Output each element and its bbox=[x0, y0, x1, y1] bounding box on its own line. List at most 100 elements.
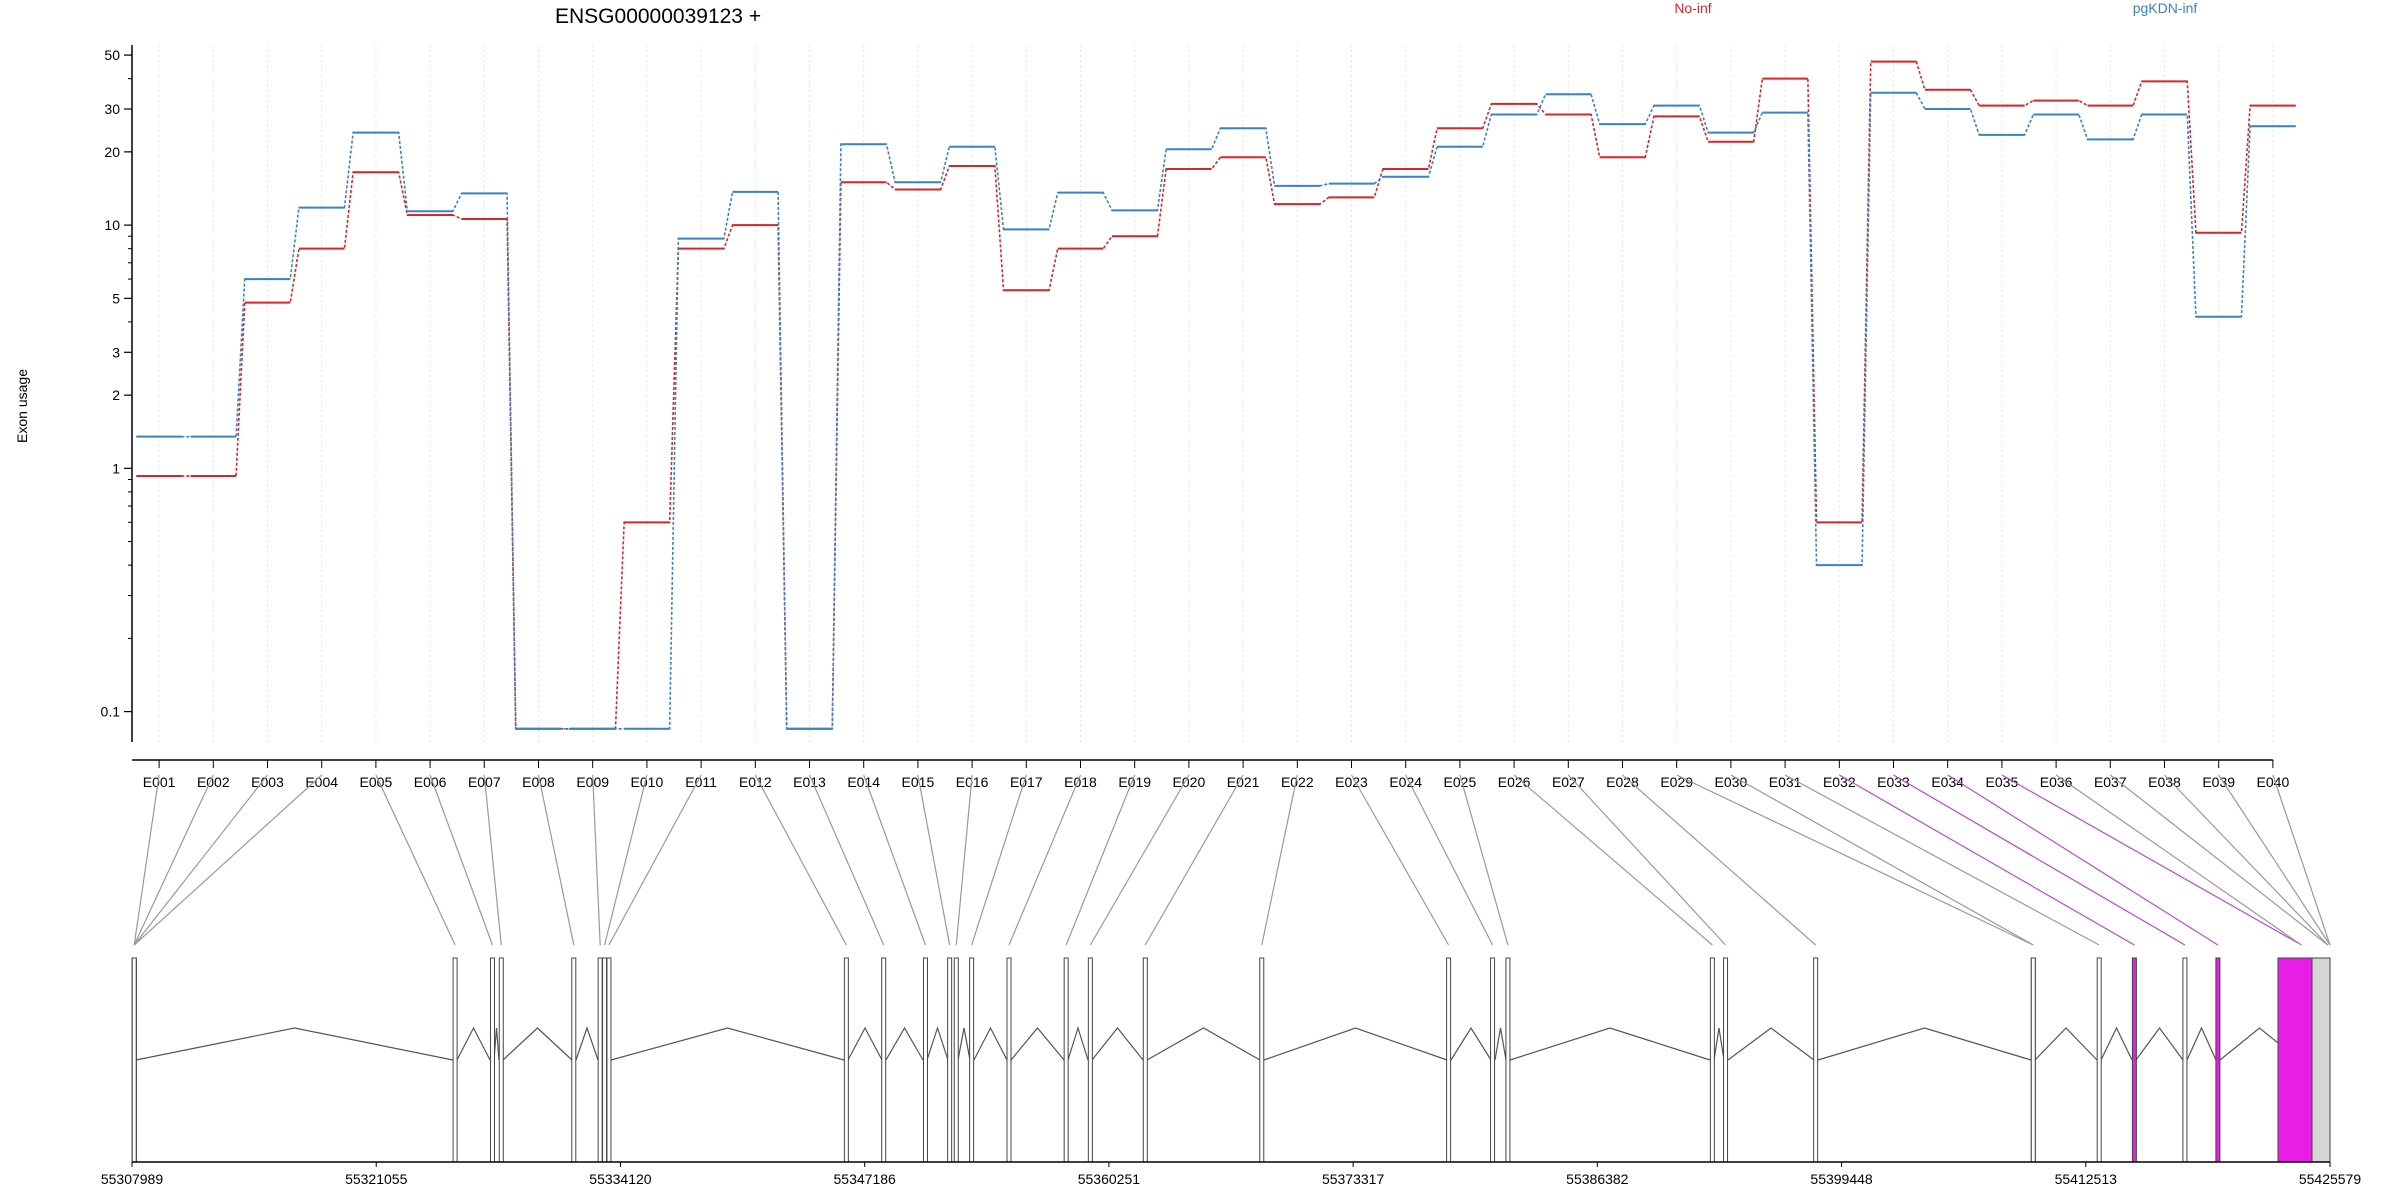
intron-line bbox=[575, 1026, 599, 1061]
x-tick-label: E023 bbox=[1335, 774, 1368, 790]
exon-connector bbox=[1459, 774, 1509, 946]
x-tick-label: E031 bbox=[1769, 774, 1802, 790]
exon-box bbox=[953, 957, 959, 1163]
exon-connector bbox=[955, 774, 973, 946]
coord-tick-label: 55386382 bbox=[1566, 1171, 1629, 1187]
exon-box bbox=[922, 957, 928, 1163]
exon-box bbox=[969, 957, 975, 1163]
intron-line bbox=[847, 1026, 883, 1061]
x-tick-label: E029 bbox=[1660, 774, 1693, 790]
exon-connector bbox=[483, 774, 502, 946]
exon-connector bbox=[537, 774, 575, 946]
exon-connector bbox=[1730, 774, 2034, 946]
intron-line bbox=[1713, 1027, 1725, 1061]
exon-box bbox=[606, 957, 612, 1163]
x-tick-label: E030 bbox=[1715, 774, 1748, 790]
intron-line bbox=[2100, 1026, 2133, 1061]
exon-box bbox=[1063, 957, 1069, 1163]
intron-line bbox=[957, 1027, 971, 1061]
series-line bbox=[136, 91, 2296, 730]
exon-box bbox=[1142, 957, 1148, 1163]
x-tick-label: E012 bbox=[739, 774, 772, 790]
exon-connector bbox=[1947, 774, 2219, 946]
y-tick-label: 3 bbox=[112, 344, 120, 360]
x-tick-label: E019 bbox=[1118, 774, 1151, 790]
exon-connector bbox=[2164, 774, 2329, 946]
intron-line bbox=[610, 1027, 845, 1061]
x-tick-label: E040 bbox=[2257, 774, 2290, 790]
exon-box bbox=[1259, 957, 1265, 1163]
coord-tick-label: 55373317 bbox=[1322, 1171, 1385, 1187]
exon-connector bbox=[754, 774, 847, 946]
exon-connector bbox=[1405, 774, 1494, 946]
exon-connector bbox=[2055, 774, 2302, 946]
coord-tick-label: 55412513 bbox=[2055, 1171, 2118, 1187]
y-tick-label: 50 bbox=[104, 47, 120, 63]
exon-connector bbox=[1622, 774, 1817, 946]
chart-title: ENSG00000039123 + bbox=[555, 5, 761, 28]
exon-connector bbox=[808, 774, 885, 946]
exon-box bbox=[571, 957, 577, 1163]
exon-box bbox=[1813, 957, 1819, 1163]
genomic-coordinate-axis: 55307989 55321055 55334120 55347186 55360251… bbox=[101, 1161, 2362, 1187]
exon-connector bbox=[1350, 774, 1450, 946]
x-tick-label: E022 bbox=[1281, 774, 1314, 790]
exon-box bbox=[2311, 957, 2331, 1163]
series-pgkdn-inf bbox=[136, 91, 2296, 730]
exon-box bbox=[131, 957, 137, 1163]
y-axis: 0.1 1 2 3 5 10 20 30 50 bbox=[101, 45, 133, 742]
exon-connector bbox=[133, 774, 268, 946]
x-tick-label: E027 bbox=[1552, 774, 1585, 790]
exon-connector bbox=[375, 774, 456, 946]
x-axis: E001 E002 E003 E004 E005 E006 E007 E008 E009 E010… bbox=[132, 759, 2290, 790]
exon-box bbox=[2215, 957, 2221, 1163]
exon-connector bbox=[1784, 774, 2100, 946]
exon-box bbox=[1006, 957, 1012, 1163]
exon-connector bbox=[1089, 774, 1190, 946]
coord-tick-label: 55425579 bbox=[2299, 1171, 2362, 1187]
x-tick-label: E025 bbox=[1444, 774, 1477, 790]
exon-box bbox=[2131, 957, 2137, 1163]
x-tick-label: E001 bbox=[143, 774, 176, 790]
exon-box bbox=[452, 957, 458, 1163]
exon-connector bbox=[863, 774, 927, 946]
intron-line bbox=[1091, 1027, 1144, 1061]
exon-connector bbox=[1567, 774, 1726, 946]
exon-connector bbox=[1144, 774, 1244, 946]
intron-line bbox=[1494, 1027, 1507, 1061]
x-tick-label: E028 bbox=[1606, 774, 1639, 790]
intron-line bbox=[135, 1027, 454, 1061]
x-tick-label: E034 bbox=[1931, 774, 1964, 790]
exon-box bbox=[2277, 957, 2313, 1163]
exon-connector-lines bbox=[133, 774, 2331, 946]
x-tick-label: E010 bbox=[631, 774, 664, 790]
exon-connector bbox=[2272, 774, 2331, 946]
exon-box bbox=[1709, 957, 1715, 1163]
x-tick-label: E026 bbox=[1498, 774, 1531, 790]
exon-box bbox=[489, 957, 495, 1163]
x-tick-label: E005 bbox=[360, 774, 393, 790]
x-tick-label: E033 bbox=[1877, 774, 1910, 790]
y-tick-label: 30 bbox=[104, 101, 120, 117]
exon-box bbox=[2030, 957, 2036, 1163]
exon-box bbox=[1087, 957, 1093, 1163]
exon-connector bbox=[2109, 774, 2329, 946]
intron-line bbox=[502, 1027, 573, 1061]
y-tick-label: 0.1 bbox=[101, 704, 121, 720]
exon-connector bbox=[2001, 774, 2302, 946]
x-tick-label: E020 bbox=[1173, 774, 1206, 790]
coord-tick-label: 55321055 bbox=[345, 1171, 408, 1187]
intron-line bbox=[885, 1026, 924, 1061]
y-tick-label: 10 bbox=[104, 217, 120, 233]
x-tick-label: E036 bbox=[2040, 774, 2073, 790]
intron-line bbox=[1146, 1027, 1261, 1061]
x-tick-label: E016 bbox=[956, 774, 989, 790]
x-tick-label: E006 bbox=[414, 774, 447, 790]
exon-connector bbox=[603, 774, 648, 946]
exon-connector bbox=[1513, 774, 1713, 946]
x-tick-label: E008 bbox=[522, 774, 555, 790]
y-tick-label: 20 bbox=[104, 144, 120, 160]
exon-connector bbox=[1065, 774, 1136, 946]
exon-connector bbox=[2218, 774, 2331, 946]
